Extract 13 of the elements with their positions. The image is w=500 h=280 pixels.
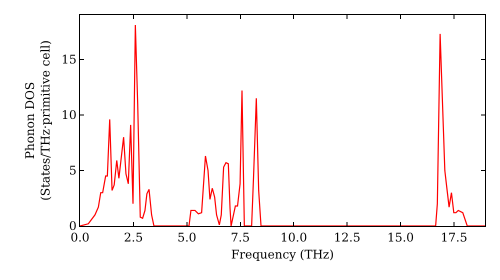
y-axis-title: Phonon DOS (States/THz·primitive cell) (23, 40, 53, 201)
x-tick-label: 15.0 (387, 230, 414, 244)
line-series (80, 24, 485, 226)
x-tick-label: 12.5 (334, 230, 361, 244)
x-axis-title: Frequency (THz) (231, 247, 334, 262)
x-tick-label: 2.5 (124, 230, 143, 244)
x-tick-label: 7.5 (230, 230, 250, 244)
x-tick-label: 5.0 (177, 230, 196, 244)
y-tick-label: 5 (68, 164, 77, 178)
y-tick-label: 15 (61, 52, 77, 67)
x-tick-label: 10.0 (280, 230, 308, 244)
y-tick-label: 10 (61, 108, 77, 122)
x-tick-label: 17.5 (440, 230, 468, 244)
